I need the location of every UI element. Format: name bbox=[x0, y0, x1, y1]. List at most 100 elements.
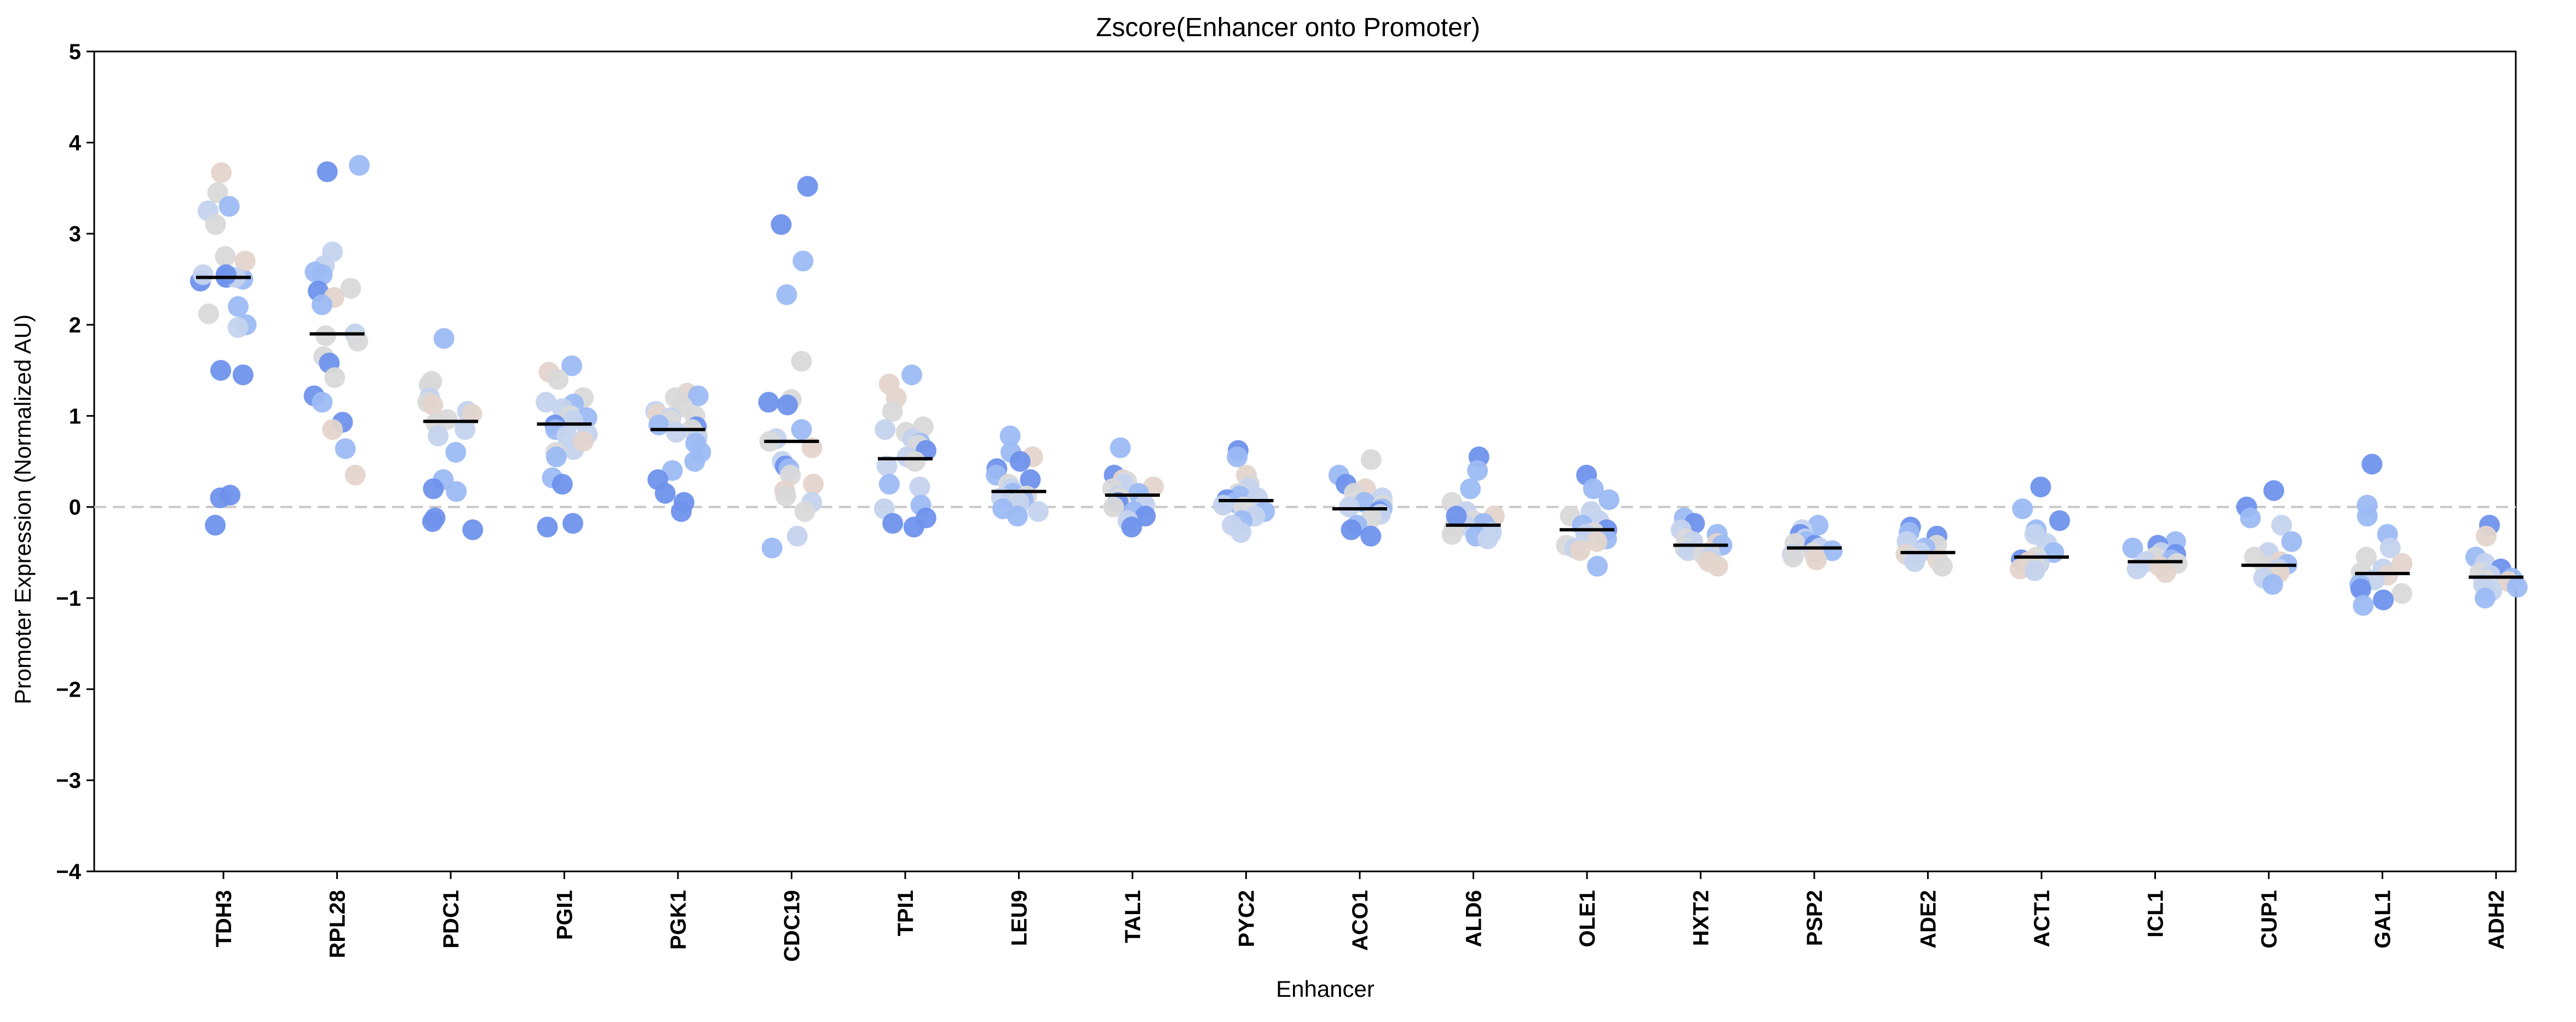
data-point bbox=[1231, 522, 1252, 543]
data-point bbox=[1807, 514, 1829, 536]
data-point bbox=[777, 394, 798, 416]
y-tick-label: −4 bbox=[56, 860, 81, 884]
x-tick-label: TPI1 bbox=[894, 890, 918, 936]
data-point bbox=[2012, 498, 2033, 519]
data-point bbox=[423, 478, 444, 499]
data-point bbox=[220, 485, 241, 506]
data-point bbox=[909, 476, 930, 498]
data-point bbox=[803, 474, 824, 495]
data-point bbox=[771, 214, 792, 236]
data-point bbox=[1599, 489, 1620, 510]
data-point bbox=[211, 162, 232, 183]
x-tick-label: OLE1 bbox=[1576, 890, 1600, 947]
data-point bbox=[205, 514, 226, 536]
y-tick-label: 4 bbox=[69, 131, 82, 155]
x-tick-label: PGI1 bbox=[553, 890, 577, 940]
data-point bbox=[786, 525, 808, 547]
x-tick-label: ACO1 bbox=[1348, 890, 1372, 951]
y-tick-label: 5 bbox=[69, 40, 81, 64]
y-tick-label: −2 bbox=[56, 677, 81, 702]
data-point bbox=[2353, 595, 2374, 616]
data-point bbox=[1586, 531, 1608, 552]
data-point bbox=[562, 513, 584, 534]
x-tick-label: ICL1 bbox=[2144, 890, 2168, 938]
data-point bbox=[1806, 549, 1827, 571]
data-point bbox=[875, 419, 896, 440]
data-point bbox=[215, 246, 236, 267]
data-point bbox=[2361, 453, 2383, 475]
data-point bbox=[1121, 516, 1142, 538]
data-point bbox=[684, 451, 705, 472]
y-axis-label: Promoter Expression (Normalized AU) bbox=[10, 314, 36, 704]
x-tick-label: ADH2 bbox=[2485, 890, 2509, 950]
x-tick-label: CUP1 bbox=[2257, 890, 2281, 949]
data-point bbox=[312, 264, 333, 285]
data-point bbox=[1821, 540, 1843, 561]
data-point bbox=[1569, 540, 1591, 561]
data-point bbox=[433, 328, 455, 349]
data-point bbox=[2476, 525, 2497, 547]
data-point bbox=[1027, 501, 1049, 522]
data-point bbox=[1360, 525, 1382, 547]
data-point bbox=[2263, 480, 2285, 501]
data-point bbox=[792, 250, 814, 272]
y-tick-label: −3 bbox=[56, 769, 81, 793]
data-point bbox=[2379, 537, 2401, 559]
data-point bbox=[1459, 478, 1481, 499]
data-point bbox=[1103, 496, 1124, 518]
data-point bbox=[1583, 478, 1604, 499]
data-point bbox=[219, 196, 240, 217]
data-point bbox=[1341, 519, 1362, 541]
data-point bbox=[654, 483, 676, 504]
data-point bbox=[2262, 574, 2284, 595]
data-point bbox=[227, 317, 249, 338]
data-point bbox=[545, 446, 567, 468]
data-point bbox=[882, 401, 903, 422]
x-tick-label: ADE2 bbox=[1917, 890, 1941, 949]
data-point bbox=[455, 419, 476, 440]
data-point bbox=[234, 250, 256, 272]
data-point bbox=[1212, 495, 1234, 516]
data-point bbox=[344, 464, 366, 486]
data-point bbox=[317, 161, 338, 182]
data-point bbox=[312, 392, 333, 413]
data-point bbox=[446, 481, 467, 502]
x-tick-label: TDH3 bbox=[212, 890, 236, 947]
data-point bbox=[2155, 562, 2176, 583]
data-point bbox=[999, 425, 1021, 446]
data-point bbox=[2391, 553, 2413, 574]
data-point bbox=[791, 419, 812, 440]
data-point bbox=[551, 474, 573, 495]
data-point bbox=[671, 501, 692, 522]
data-point bbox=[1441, 524, 1463, 545]
x-tick-label: PDC1 bbox=[439, 890, 463, 949]
data-point bbox=[315, 325, 336, 346]
data-point bbox=[794, 501, 815, 522]
data-point bbox=[1587, 555, 1608, 577]
data-point bbox=[2474, 588, 2496, 608]
plot-frame bbox=[93, 50, 2517, 872]
data-point bbox=[775, 485, 796, 507]
x-tick-label: RPL28 bbox=[326, 890, 350, 958]
data-point bbox=[1338, 496, 1360, 518]
data-point bbox=[537, 516, 558, 538]
data-point bbox=[2506, 577, 2528, 598]
x-tick-label: PGK1 bbox=[666, 890, 691, 950]
x-axis-label: Enhancer bbox=[1276, 976, 1375, 1002]
data-point bbox=[2240, 507, 2261, 529]
data-point bbox=[1783, 547, 1804, 568]
data-point bbox=[445, 441, 467, 463]
data-point bbox=[324, 367, 346, 388]
data-point bbox=[2030, 476, 2051, 498]
data-point bbox=[573, 430, 594, 452]
data-point bbox=[876, 455, 898, 476]
x-tick-label: GAL1 bbox=[2371, 890, 2395, 949]
data-point bbox=[2271, 514, 2292, 536]
data-point bbox=[422, 394, 444, 416]
data-point bbox=[340, 278, 361, 299]
x-tick-label: ALD6 bbox=[1462, 890, 1486, 947]
data-point bbox=[1109, 437, 1131, 458]
data-point bbox=[215, 264, 237, 285]
data-point bbox=[2024, 560, 2045, 582]
